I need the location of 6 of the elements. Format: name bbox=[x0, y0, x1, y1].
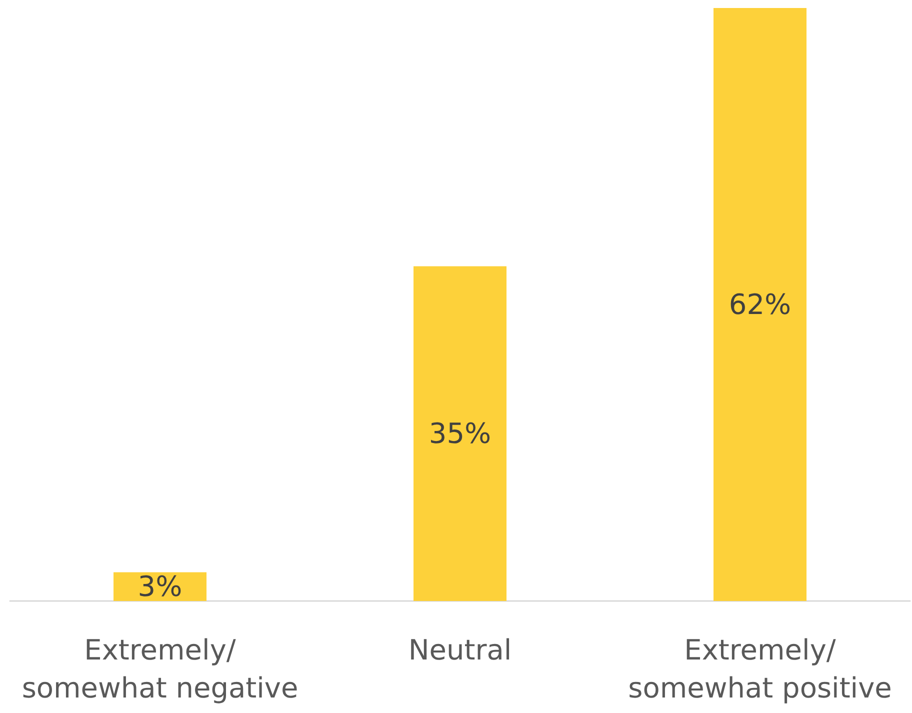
x-tick-label: Neutral bbox=[408, 634, 512, 666]
data-label: 62% bbox=[728, 288, 792, 321]
data-label: 35% bbox=[428, 417, 492, 450]
x-tick-label: Extremely/ somewhat negative bbox=[22, 634, 298, 704]
x-tick-label: Extremely/ somewhat positive bbox=[628, 634, 892, 704]
data-label: 3% bbox=[138, 570, 182, 604]
